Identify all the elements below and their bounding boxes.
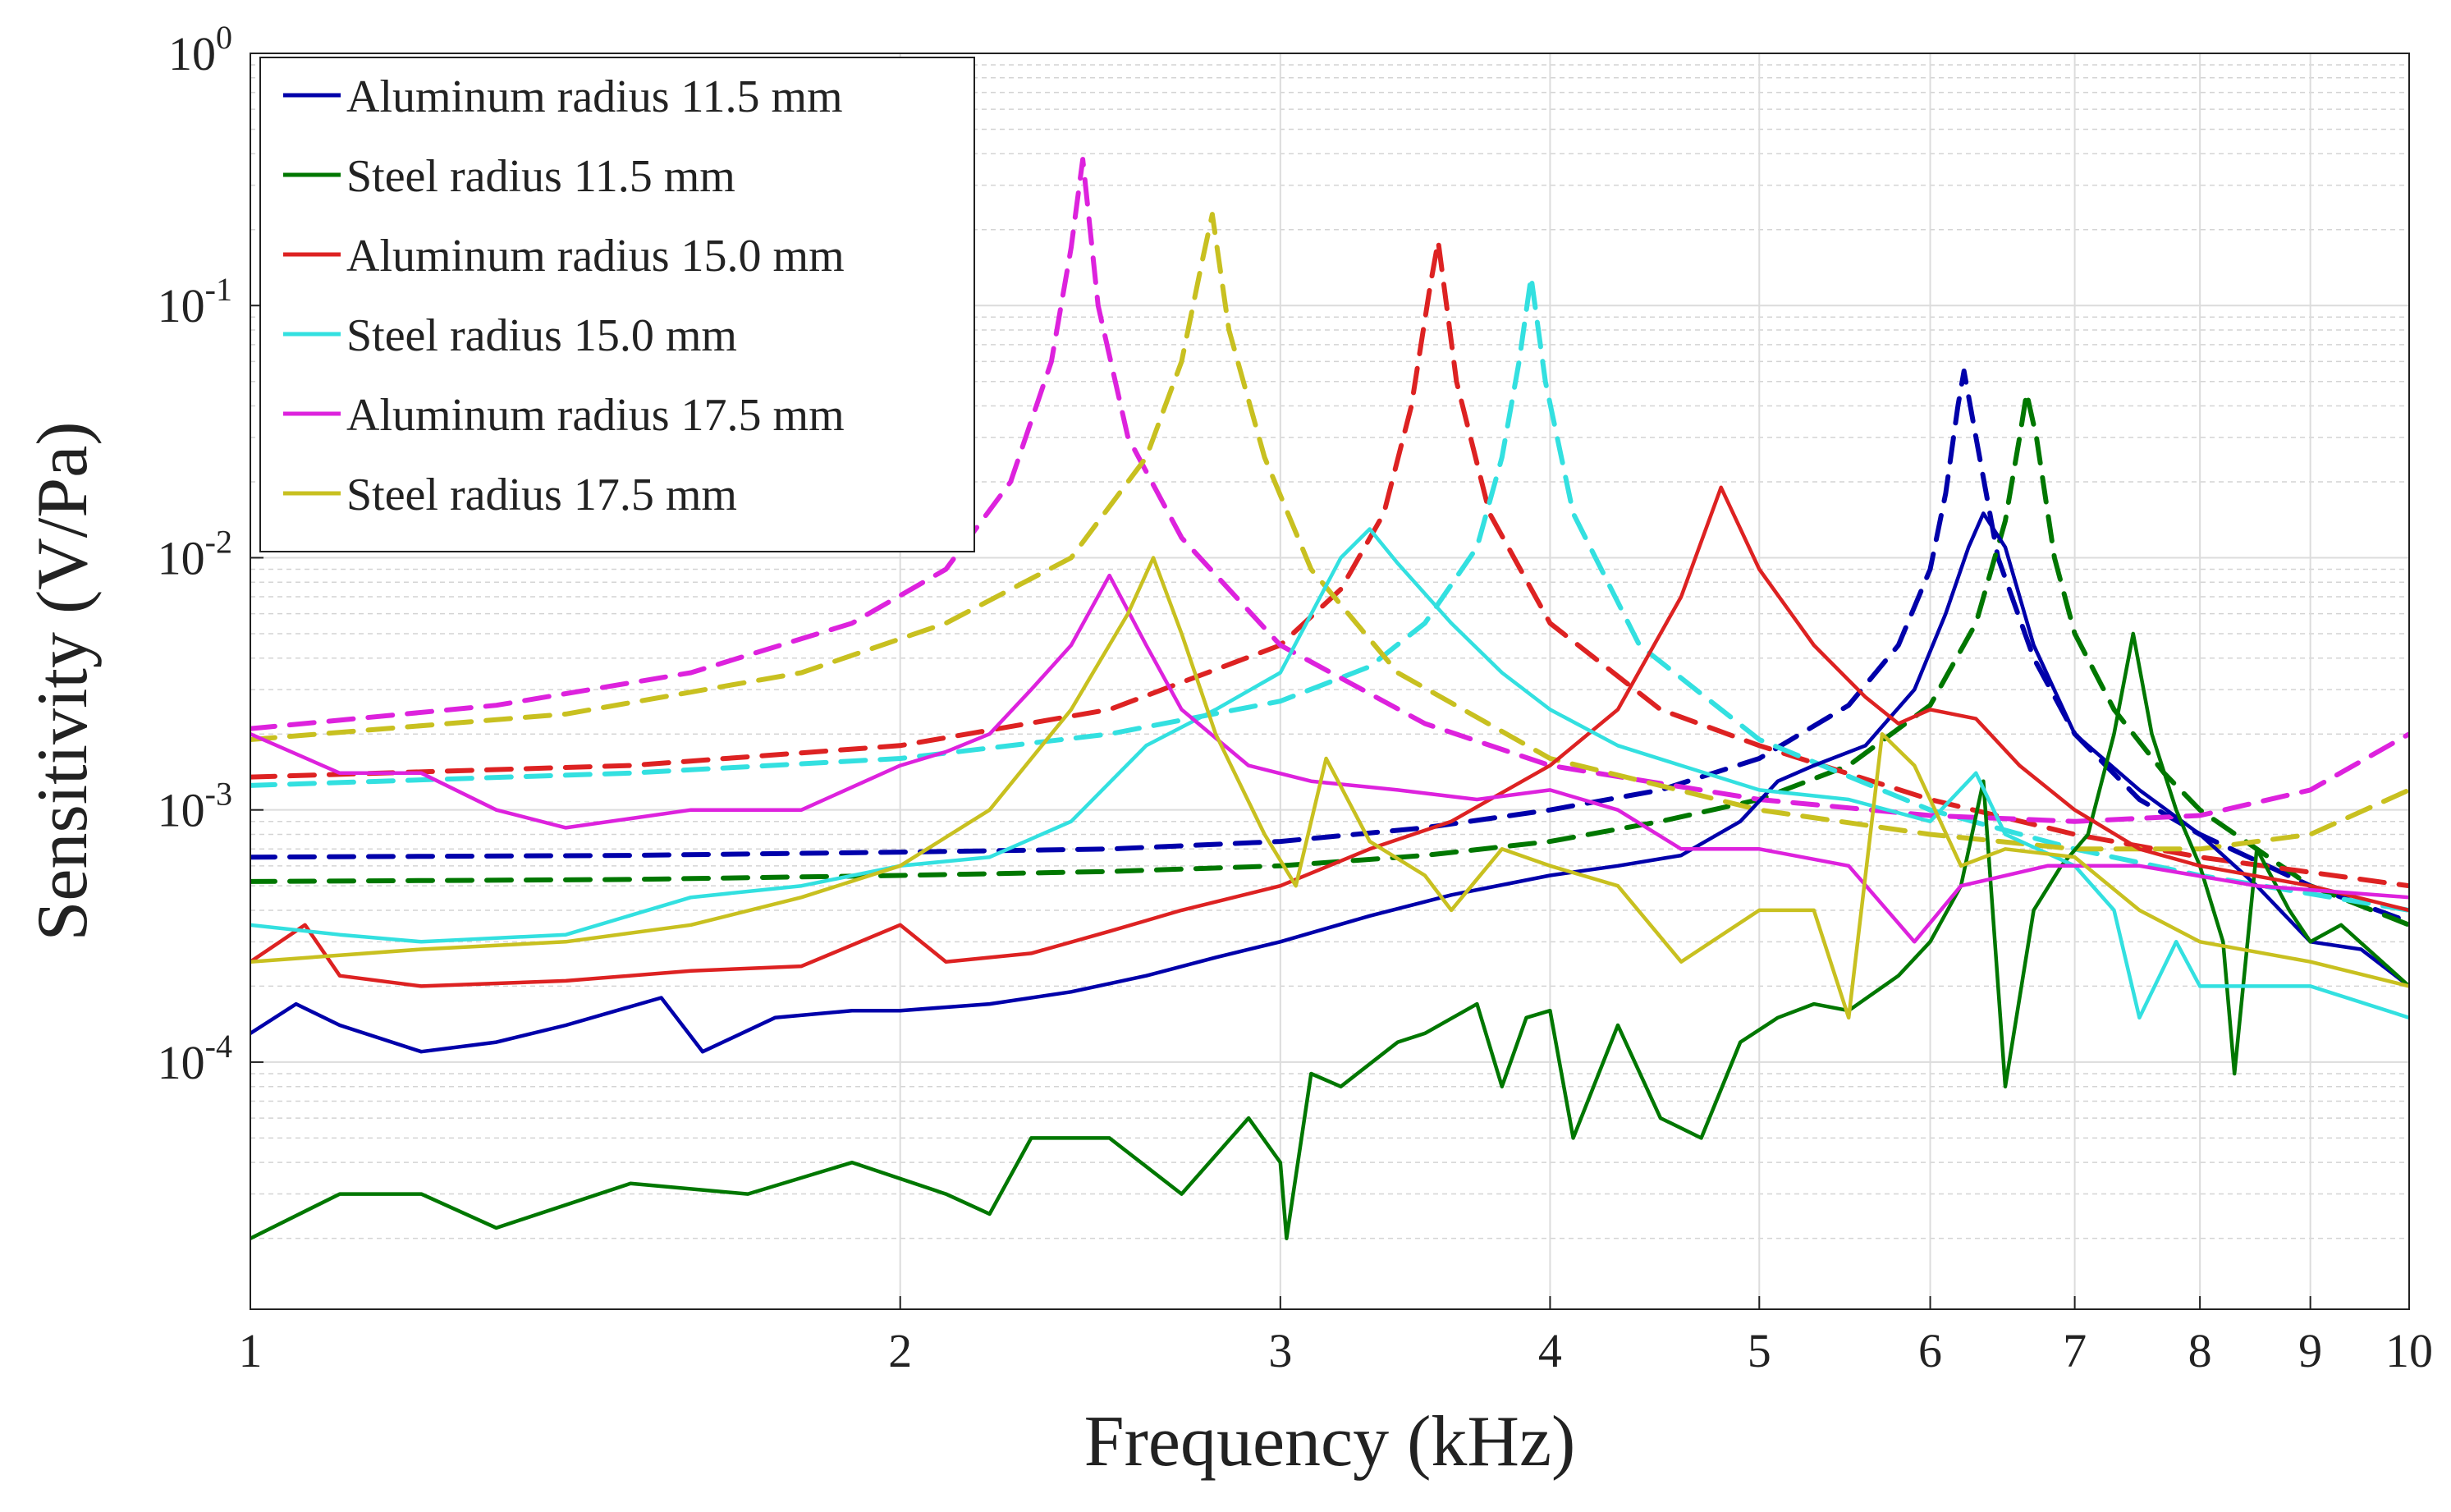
- y-tick-label: 10-1: [158, 271, 232, 332]
- series-line-measured: [250, 527, 2409, 1020]
- series-line-measured: [250, 511, 2409, 1054]
- series-layer: [250, 157, 2409, 1240]
- legend-label: Steel radius 17.5 mm: [346, 470, 737, 520]
- series-line-model: [250, 212, 2409, 852]
- legend-box: [259, 57, 975, 552]
- y-tick-label: 10-4: [158, 1028, 232, 1089]
- series-line-measured: [250, 573, 2409, 944]
- y-tick-label: 10-2: [158, 523, 232, 584]
- x-tick-label: 7: [2063, 1324, 2087, 1377]
- x-tick-label: 2: [888, 1324, 912, 1377]
- series-line-model: [250, 274, 2409, 913]
- x-axis-title: Frequency (kHz): [1084, 1402, 1576, 1482]
- legend: Aluminum radius 11.5 mm Steel radius 11.5…: [259, 57, 975, 552]
- major-gridlines: [250, 53, 2410, 1309]
- y-tick-label: 10-3: [158, 776, 232, 837]
- x-tick-label: 3: [1268, 1324, 1292, 1377]
- x-tick-label: 1: [239, 1324, 263, 1377]
- plot-frame: [250, 53, 2410, 1310]
- legend-label: Steel radius 11.5 mm: [346, 151, 735, 202]
- x-tick-label: 8: [2188, 1324, 2212, 1377]
- x-tick-label: 9: [2298, 1324, 2322, 1377]
- legend-label: Aluminum radius 17.5 mm: [346, 390, 845, 441]
- series-line-measured: [250, 631, 2409, 1240]
- y-axis-ticks: 10-4 10-3 10-2 10-1 100: [158, 19, 263, 1089]
- series-line-measured: [250, 556, 2409, 1020]
- series-line-model: [250, 369, 2409, 924]
- legend-label: Aluminum radius 15.0 mm: [346, 231, 845, 282]
- x-axis-ticks: 1 2 3 4 5 6 7 8 9 10: [239, 1296, 2433, 1377]
- series-line-measured: [250, 485, 2409, 988]
- x-tick-label: 5: [1748, 1324, 1771, 1377]
- y-tick-label: 100: [168, 19, 232, 80]
- x-tick-label: 6: [1918, 1324, 1942, 1377]
- x-tick-label: 4: [1538, 1324, 1562, 1377]
- legend-label: Aluminum radius 11.5 mm: [346, 71, 843, 122]
- legend-label: Steel radius 15.0 mm: [346, 310, 737, 361]
- x-tick-label: 10: [2385, 1324, 2433, 1377]
- y-axis-title: Sensitivity (V/Pa): [23, 421, 103, 941]
- series-line-model: [250, 157, 2409, 824]
